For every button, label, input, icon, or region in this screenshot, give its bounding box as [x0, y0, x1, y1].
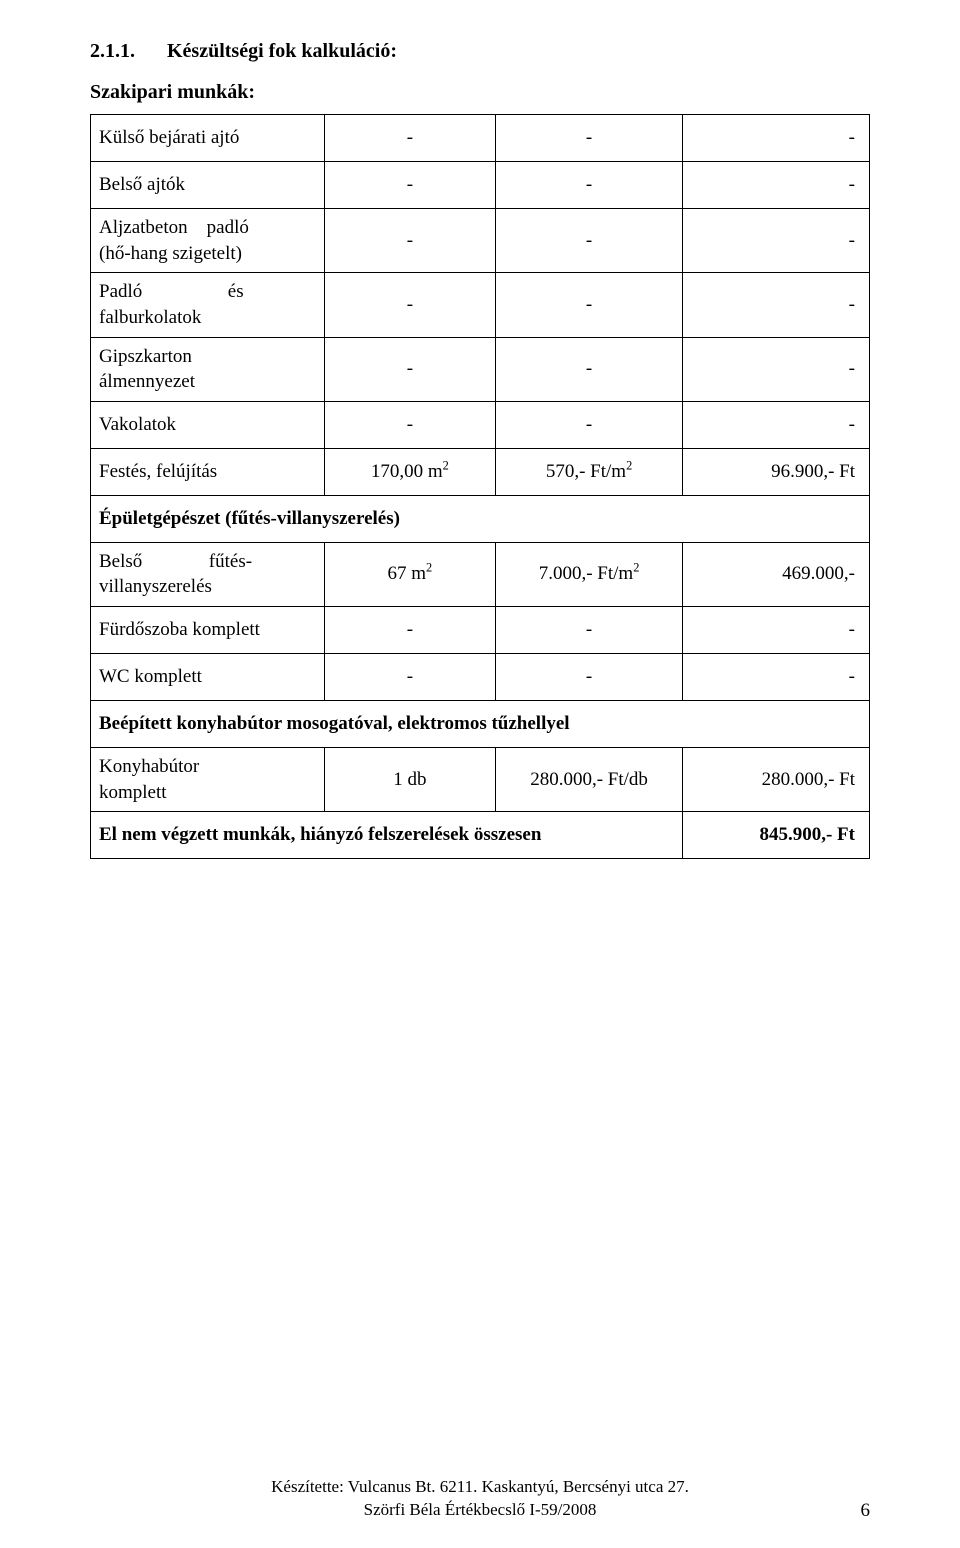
- row-col1: -: [324, 115, 495, 162]
- table-row: Festés, felújítás170,00 m2570,- Ft/m296.…: [91, 448, 870, 495]
- row-col3: -: [683, 654, 870, 701]
- row-label: Konyhabútorkomplett: [91, 748, 325, 812]
- row-col3: -: [683, 401, 870, 448]
- row-col1: -: [324, 162, 495, 209]
- row-col3: -: [683, 209, 870, 273]
- table-row: Vakolatok---: [91, 401, 870, 448]
- row-col1: -: [324, 337, 495, 401]
- row-col1: 67 m2: [324, 542, 495, 606]
- row-label: Belső fűtés-villanyszerelés: [91, 542, 325, 606]
- row-col2: -: [496, 209, 683, 273]
- row-label: Festés, felújítás: [91, 448, 325, 495]
- heading-title: Készültségi fok kalkuláció:: [167, 40, 397, 62]
- table-row: Belső fűtés-villanyszerelés67 m27.000,- …: [91, 542, 870, 606]
- total-label: El nem végzett munkák, hiányzó felszerel…: [91, 812, 683, 859]
- row-col2: -: [496, 654, 683, 701]
- row-col2: -: [496, 273, 683, 337]
- heading-number: 2.1.1.: [90, 40, 135, 63]
- row-label: Vakolatok: [91, 401, 325, 448]
- row-col1: 170,00 m2: [324, 448, 495, 495]
- row-label: WC komplett: [91, 654, 325, 701]
- row-col3: -: [683, 115, 870, 162]
- row-col2: 570,- Ft/m2: [496, 448, 683, 495]
- section-header-row: Épületgépészet (fűtés-villanyszerelés): [91, 495, 870, 542]
- row-label: Fürdőszoba komplett: [91, 607, 325, 654]
- row-col1: -: [324, 607, 495, 654]
- row-col1: 1 db: [324, 748, 495, 812]
- subheading-szakipari: Szakipari munkák:: [90, 81, 870, 104]
- page: 2.1.1. Készültségi fok kalkuláció: Szakip…: [0, 0, 960, 1548]
- row-col3: -: [683, 273, 870, 337]
- footer-line-1: Készítette: Vulcanus Bt. 6211. Kaskantyú…: [0, 1476, 960, 1499]
- row-col2: -: [496, 337, 683, 401]
- calculation-table: Külső bejárati ajtó---Belső ajtók---Aljz…: [90, 114, 870, 859]
- row-col1: -: [324, 654, 495, 701]
- total-value: 845.900,- Ft: [683, 812, 870, 859]
- row-label: Aljzatbeton padló(hő-hang szigetelt): [91, 209, 325, 273]
- row-label: Külső bejárati ajtó: [91, 115, 325, 162]
- page-number: 6: [861, 1500, 871, 1522]
- section-header: Beépített konyhabútor mosogatóval, elekt…: [91, 701, 870, 748]
- row-col3: 280.000,- Ft: [683, 748, 870, 812]
- table-row: Gipszkartonálmennyezet---: [91, 337, 870, 401]
- row-label: Padló ésfalburkolatok: [91, 273, 325, 337]
- row-col3: -: [683, 607, 870, 654]
- row-col2: 7.000,- Ft/m2: [496, 542, 683, 606]
- section-header-row: Beépített konyhabútor mosogatóval, elekt…: [91, 701, 870, 748]
- row-col2: -: [496, 401, 683, 448]
- row-col2: 280.000,- Ft/db: [496, 748, 683, 812]
- row-col1: -: [324, 209, 495, 273]
- table-row: Aljzatbeton padló(hő-hang szigetelt)---: [91, 209, 870, 273]
- table-row: Konyhabútorkomplett1 db280.000,- Ft/db28…: [91, 748, 870, 812]
- row-col2: -: [496, 162, 683, 209]
- table-row: Külső bejárati ajtó---: [91, 115, 870, 162]
- row-label: Belső ajtók: [91, 162, 325, 209]
- row-col2: -: [496, 607, 683, 654]
- row-col3: 96.900,- Ft: [683, 448, 870, 495]
- total-row: El nem végzett munkák, hiányzó felszerel…: [91, 812, 870, 859]
- row-col1: -: [324, 401, 495, 448]
- table-row: WC komplett---: [91, 654, 870, 701]
- row-col1: -: [324, 273, 495, 337]
- table-row: Belső ajtók---: [91, 162, 870, 209]
- row-col2: -: [496, 115, 683, 162]
- row-col3: -: [683, 162, 870, 209]
- row-col3: 469.000,-: [683, 542, 870, 606]
- footer-line-2: Szörfi Béla Értékbecslő I-59/2008: [0, 1499, 960, 1522]
- section-heading: 2.1.1. Készültségi fok kalkuláció:: [90, 40, 870, 63]
- row-label: Gipszkartonálmennyezet: [91, 337, 325, 401]
- table-row: Fürdőszoba komplett---: [91, 607, 870, 654]
- row-col3: -: [683, 337, 870, 401]
- table-row: Padló ésfalburkolatok---: [91, 273, 870, 337]
- page-footer: Készítette: Vulcanus Bt. 6211. Kaskantyú…: [0, 1476, 960, 1522]
- section-header: Épületgépészet (fűtés-villanyszerelés): [91, 495, 870, 542]
